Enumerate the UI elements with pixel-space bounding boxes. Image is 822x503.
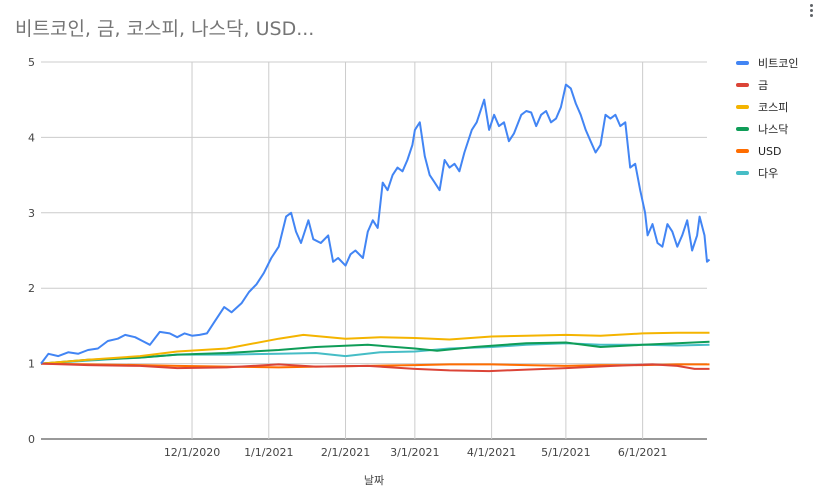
legend-item[interactable]: USD <box>736 140 798 162</box>
more-options-icon[interactable] <box>804 2 818 22</box>
series-line[interactable] <box>40 362 710 373</box>
legend-item[interactable]: 비트코인 <box>736 52 798 74</box>
legend-label: 다우 <box>758 167 779 180</box>
series-line[interactable] <box>40 340 710 365</box>
x-tick-label: 3/1/2021 <box>390 446 439 459</box>
y-tick-label: 4 <box>28 131 35 144</box>
x-tick-label: 1/1/2021 <box>244 446 293 459</box>
chart-title: 비트코인, 금, 코스피, 나스닥, USD... <box>15 18 315 40</box>
legend-item[interactable]: 코스피 <box>736 96 798 118</box>
x-tick-label: 4/1/2021 <box>467 446 516 459</box>
legend-label: USD <box>758 144 782 158</box>
x-tick-label: 5/1/2021 <box>541 446 590 459</box>
legend-item[interactable]: 나스닥 <box>736 118 798 140</box>
series-line[interactable] <box>40 331 710 365</box>
legend-label: 비트코인 <box>758 57 799 70</box>
legend-swatch <box>736 171 749 175</box>
legend-item[interactable]: 금 <box>736 74 798 96</box>
x-axis-label: 날짜 <box>364 474 384 487</box>
legend-swatch <box>736 83 749 87</box>
y-tick-label: 5 <box>28 56 35 69</box>
x-tick-label: 2/1/2021 <box>321 446 370 459</box>
series-line[interactable] <box>40 83 711 365</box>
legend-swatch <box>736 61 749 65</box>
y-tick-label: 2 <box>28 282 35 295</box>
legend-swatch <box>736 149 749 153</box>
x-tick-label: 6/1/2021 <box>618 446 667 459</box>
legend-label: 나스닥 <box>758 123 789 136</box>
legend-label: 금 <box>758 79 769 92</box>
y-tick-label: 1 <box>28 358 35 371</box>
y-tick-label: 3 <box>28 207 35 220</box>
legend-swatch <box>736 105 749 109</box>
legend-label: 코스피 <box>758 101 789 114</box>
x-tick-label: 12/1/2020 <box>164 446 220 459</box>
legend-item[interactable]: 다우 <box>736 162 798 184</box>
y-tick-label: 0 <box>28 433 35 446</box>
legend-swatch <box>736 127 749 131</box>
